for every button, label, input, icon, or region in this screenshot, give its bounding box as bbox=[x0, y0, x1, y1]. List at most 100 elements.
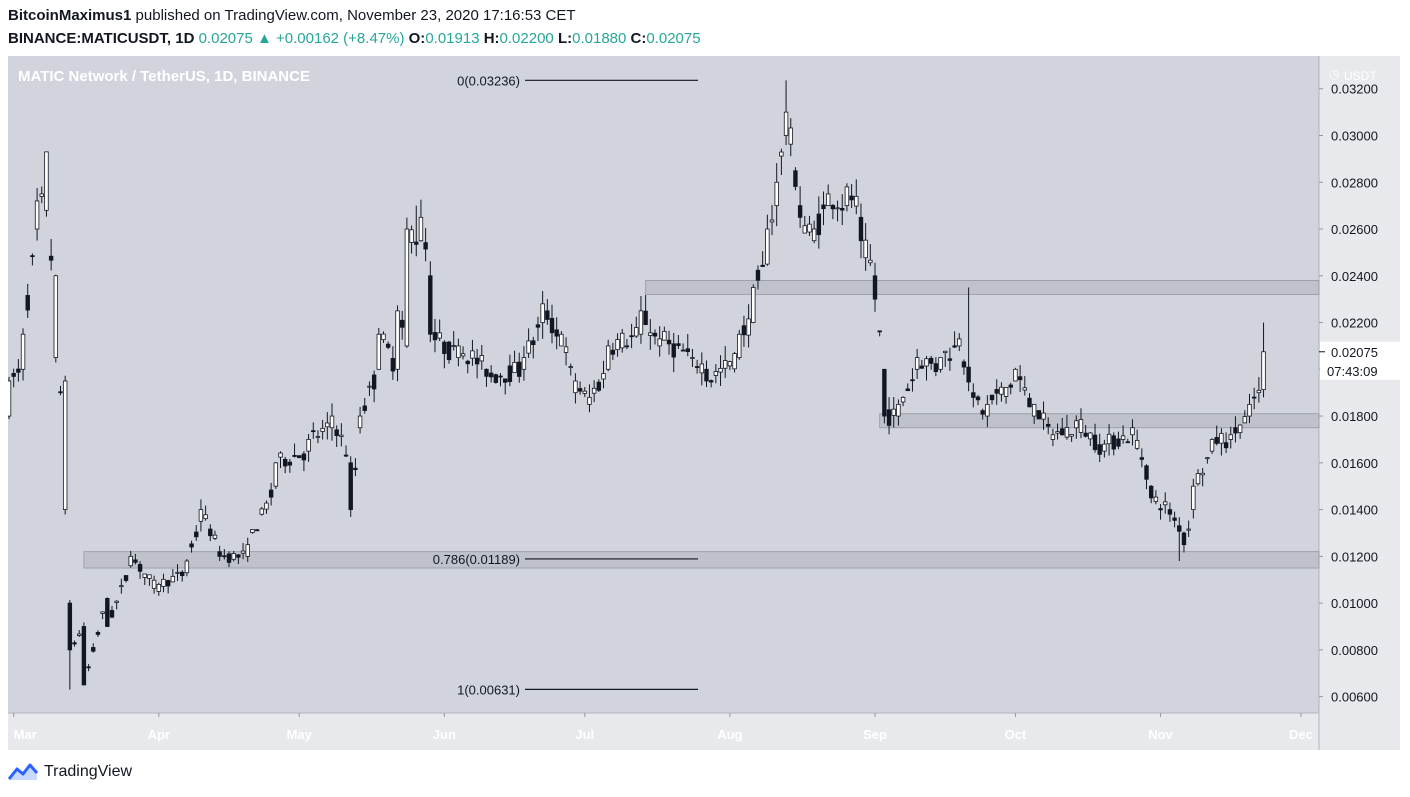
low-label: L: bbox=[557, 30, 573, 47]
candle-body bbox=[404, 228, 410, 347]
candle-body bbox=[975, 396, 981, 401]
candle-body bbox=[395, 310, 400, 370]
candle-body bbox=[526, 340, 531, 354]
footer: TradingView bbox=[8, 763, 132, 781]
candle-body bbox=[648, 332, 653, 336]
candle-body bbox=[605, 345, 611, 370]
candle-body bbox=[1041, 412, 1046, 420]
candle-body bbox=[577, 388, 583, 392]
candle-body bbox=[1092, 434, 1098, 451]
candle-body bbox=[100, 611, 105, 614]
price-change: +0.00162 (+8.47%) bbox=[276, 30, 405, 47]
candle-body bbox=[591, 387, 597, 394]
time-axis bbox=[8, 713, 1319, 750]
candle-body bbox=[521, 357, 527, 370]
footer-brand[interactable]: TradingView bbox=[44, 763, 133, 780]
candle-body bbox=[409, 229, 414, 243]
candle-body bbox=[882, 368, 887, 417]
candle-body bbox=[1134, 439, 1140, 449]
candle-body bbox=[297, 455, 302, 459]
candle-body bbox=[985, 403, 990, 417]
candle-body bbox=[919, 365, 925, 369]
candle-body bbox=[1088, 432, 1093, 440]
candle-body bbox=[474, 357, 480, 365]
candle-body bbox=[741, 325, 747, 336]
candle-body bbox=[198, 509, 204, 522]
candle-body bbox=[905, 388, 910, 392]
candle-body bbox=[783, 111, 789, 136]
candle-body bbox=[694, 366, 700, 368]
candle-body bbox=[830, 204, 836, 210]
candle-body bbox=[259, 508, 264, 515]
candle-body bbox=[517, 361, 522, 377]
candle-body bbox=[568, 366, 573, 368]
author-name[interactable]: BitcoinMaximus1 bbox=[8, 7, 132, 24]
close-label: C: bbox=[630, 30, 647, 47]
candle-body bbox=[77, 633, 82, 636]
candlestick-chart[interactable]: 0(0.03236) 0.786(0.01189) 1(0.00631) MATIC … bbox=[8, 56, 1400, 750]
candle-body bbox=[854, 195, 859, 207]
candle-body bbox=[1060, 428, 1065, 436]
candle-body bbox=[638, 310, 644, 335]
candle-body bbox=[816, 213, 822, 236]
candle-body bbox=[774, 181, 779, 207]
candle-body bbox=[16, 368, 21, 373]
candle-body bbox=[348, 462, 353, 510]
candle-body bbox=[250, 529, 255, 533]
candles bbox=[8, 80, 1266, 690]
candle-body bbox=[34, 200, 40, 230]
candle-body bbox=[797, 205, 803, 218]
candle-body bbox=[957, 338, 962, 347]
last-price-label: 0.02075 bbox=[1331, 345, 1378, 360]
candle-body bbox=[48, 255, 54, 261]
candle-body bbox=[334, 429, 339, 436]
candle-body bbox=[423, 242, 428, 250]
fib-level-label: 1(0.00631) bbox=[457, 682, 520, 697]
candle-body bbox=[428, 275, 433, 335]
price-axis bbox=[1319, 56, 1400, 750]
candle-body bbox=[105, 598, 110, 627]
candle-body bbox=[25, 295, 30, 311]
high-value: 0.02200 bbox=[499, 30, 554, 47]
candle-body bbox=[1106, 433, 1112, 445]
support-resistance-zone bbox=[645, 280, 1320, 295]
candle-body bbox=[418, 216, 424, 242]
candle-body bbox=[1172, 517, 1177, 521]
candle-body bbox=[67, 602, 73, 651]
candle-body bbox=[1223, 442, 1229, 449]
candle-body bbox=[329, 415, 335, 429]
candle-body bbox=[470, 350, 475, 359]
candle-body bbox=[147, 574, 152, 579]
price-tick-label: 0.01600 bbox=[1331, 456, 1378, 471]
candle-body bbox=[755, 269, 761, 281]
candle-body bbox=[175, 571, 180, 574]
candle-body bbox=[226, 553, 232, 563]
candle-body bbox=[245, 544, 250, 557]
candle-body bbox=[643, 310, 648, 325]
price-tick-label: 0.01000 bbox=[1331, 596, 1378, 611]
candle-body bbox=[268, 489, 274, 498]
candle-body bbox=[601, 373, 606, 380]
candle-body bbox=[952, 345, 957, 348]
time-tick-label: Oct bbox=[1005, 727, 1027, 742]
candle-body bbox=[1050, 434, 1056, 440]
candle-body bbox=[708, 380, 714, 383]
candle-body bbox=[657, 338, 662, 347]
candle-body bbox=[840, 207, 845, 211]
chart-area[interactable]: 0(0.03236) 0.786(0.01189) 1(0.00631) MATIC … bbox=[8, 56, 1400, 750]
candle-body bbox=[1158, 508, 1163, 511]
candle-body bbox=[535, 324, 541, 328]
candle-body bbox=[680, 349, 686, 352]
candle-body bbox=[849, 195, 854, 201]
candle-body bbox=[498, 375, 503, 378]
candle-body bbox=[161, 578, 166, 587]
tradingview-logo-icon bbox=[8, 763, 38, 780]
candle-body bbox=[1181, 532, 1187, 546]
candle-body bbox=[1251, 396, 1257, 399]
candle-body bbox=[545, 310, 550, 320]
candle-body bbox=[1261, 351, 1266, 391]
candle-body bbox=[367, 385, 372, 388]
publish-line: BitcoinMaximus1 published on TradingView… bbox=[8, 7, 576, 24]
price-tick-label: 0.02400 bbox=[1331, 269, 1378, 284]
candle-body bbox=[620, 332, 625, 349]
